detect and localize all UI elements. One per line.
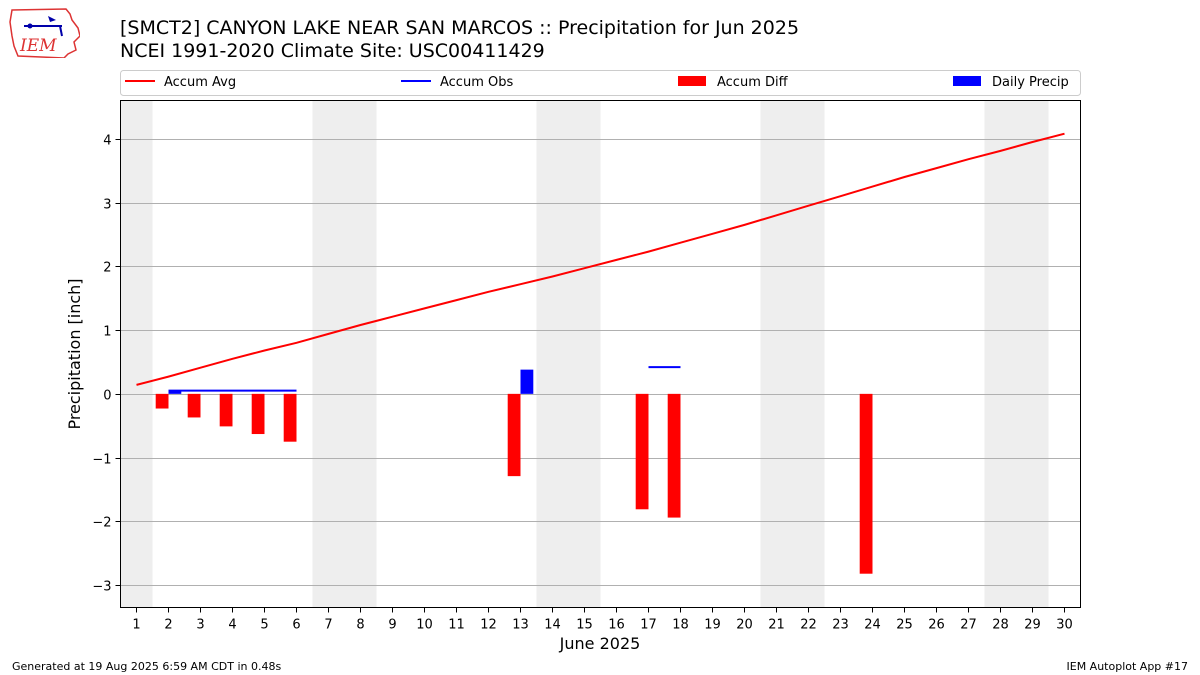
legend-label: Accum Diff xyxy=(717,75,789,90)
x-tick-label: 18 xyxy=(672,618,689,633)
footer-app: IEM Autoplot App #17 xyxy=(1066,660,1189,673)
accum-diff-bar xyxy=(507,393,521,477)
grid-lines xyxy=(120,139,1081,586)
lines xyxy=(136,132,1065,392)
x-axis-label: June 2025 xyxy=(559,634,641,653)
y-axis-label: Precipitation [inch] xyxy=(65,278,84,429)
x-tick-label: 26 xyxy=(928,618,945,633)
iem-logo: IEM xyxy=(8,6,81,59)
y-tick-label: −3 xyxy=(92,580,111,595)
daily-precip-bar xyxy=(520,369,534,394)
legend: Accum Avg Accum Obs Accum Diff Daily Precip xyxy=(120,70,1081,96)
accum-avg-line xyxy=(136,132,1065,386)
x-tick-label: 16 xyxy=(608,618,625,633)
legend-label: Accum Avg xyxy=(164,75,236,90)
logo-text: IEM xyxy=(19,36,57,56)
accum-diff-bar xyxy=(187,393,201,418)
accum-diff-bar xyxy=(859,393,873,574)
x-tick-label: 9 xyxy=(388,618,396,633)
accum-diff-bar xyxy=(283,393,297,442)
x-tick-label: 2 xyxy=(164,618,172,633)
bars xyxy=(155,369,873,574)
x-tick-label: 20 xyxy=(736,618,753,633)
y-tick-label: 2 xyxy=(103,261,111,276)
y-tick-label: 0 xyxy=(103,389,111,404)
y-tick-label: 1 xyxy=(103,325,111,340)
x-tick-label: 22 xyxy=(800,618,817,633)
x-tick-label: 21 xyxy=(768,618,785,633)
x-tick-label: 29 xyxy=(1024,618,1041,633)
x-tick-label: 24 xyxy=(864,618,881,633)
x-tick-label: 14 xyxy=(544,618,561,633)
x-tick-label: 4 xyxy=(228,618,236,633)
x-tick-label: 11 xyxy=(448,618,465,633)
x-tick-label: 13 xyxy=(512,618,529,633)
x-tick-label: 6 xyxy=(292,618,300,633)
x-tick-label: 28 xyxy=(992,618,1009,633)
accum-diff-bar xyxy=(219,393,233,427)
x-tick-label: 10 xyxy=(416,618,433,633)
plot-frame xyxy=(120,100,1081,608)
chart-subtitle: NCEI 1991-2020 Climate Site: USC00411429 xyxy=(120,40,545,62)
x-tick-label: 25 xyxy=(896,618,913,633)
y-tick-label: 4 xyxy=(103,134,111,149)
x-tick-label: 3 xyxy=(196,618,204,633)
y-tick-label: −2 xyxy=(92,516,111,531)
chart-title: [SMCT2] CANYON LAKE NEAR SAN MARCOS :: P… xyxy=(120,17,800,39)
weekend-band xyxy=(536,100,601,608)
weekend-band xyxy=(760,100,825,608)
x-tick-label: 8 xyxy=(356,618,364,633)
daily-precip-bar xyxy=(168,390,182,394)
legend-swatch-patch xyxy=(678,76,706,86)
x-tick-label: 15 xyxy=(576,618,593,633)
legend-swatch-patch xyxy=(953,76,981,86)
footer-generated: Generated at 19 Aug 2025 6:59 AM CDT in … xyxy=(12,660,282,673)
legend-box xyxy=(120,70,1081,96)
x-tick-label: 27 xyxy=(960,618,977,633)
weekend-band xyxy=(984,100,1049,608)
accum-diff-bar xyxy=(155,393,169,409)
accum-diff-bar xyxy=(635,393,649,510)
x-tick-label: 5 xyxy=(260,618,268,633)
accum-diff-bar xyxy=(251,393,265,435)
weekend-band xyxy=(312,100,377,608)
y-tick-label: −1 xyxy=(92,453,111,468)
weekend-band xyxy=(120,100,153,608)
legend-label: Accum Obs xyxy=(440,75,513,90)
x-tick-label: 30 xyxy=(1056,618,1073,633)
y-tick-label: 3 xyxy=(103,198,111,213)
x-tick-label: 19 xyxy=(704,618,721,633)
x-tick-label: 12 xyxy=(480,618,497,633)
x-tick-label: 17 xyxy=(640,618,657,633)
legend-label: Daily Precip xyxy=(992,75,1069,90)
x-tick-label: 7 xyxy=(324,618,332,633)
accum-diff-bar xyxy=(667,393,681,518)
x-tick-label: 1 xyxy=(132,618,140,633)
x-tick-label: 23 xyxy=(832,618,849,633)
weekend-bands xyxy=(120,100,1049,608)
